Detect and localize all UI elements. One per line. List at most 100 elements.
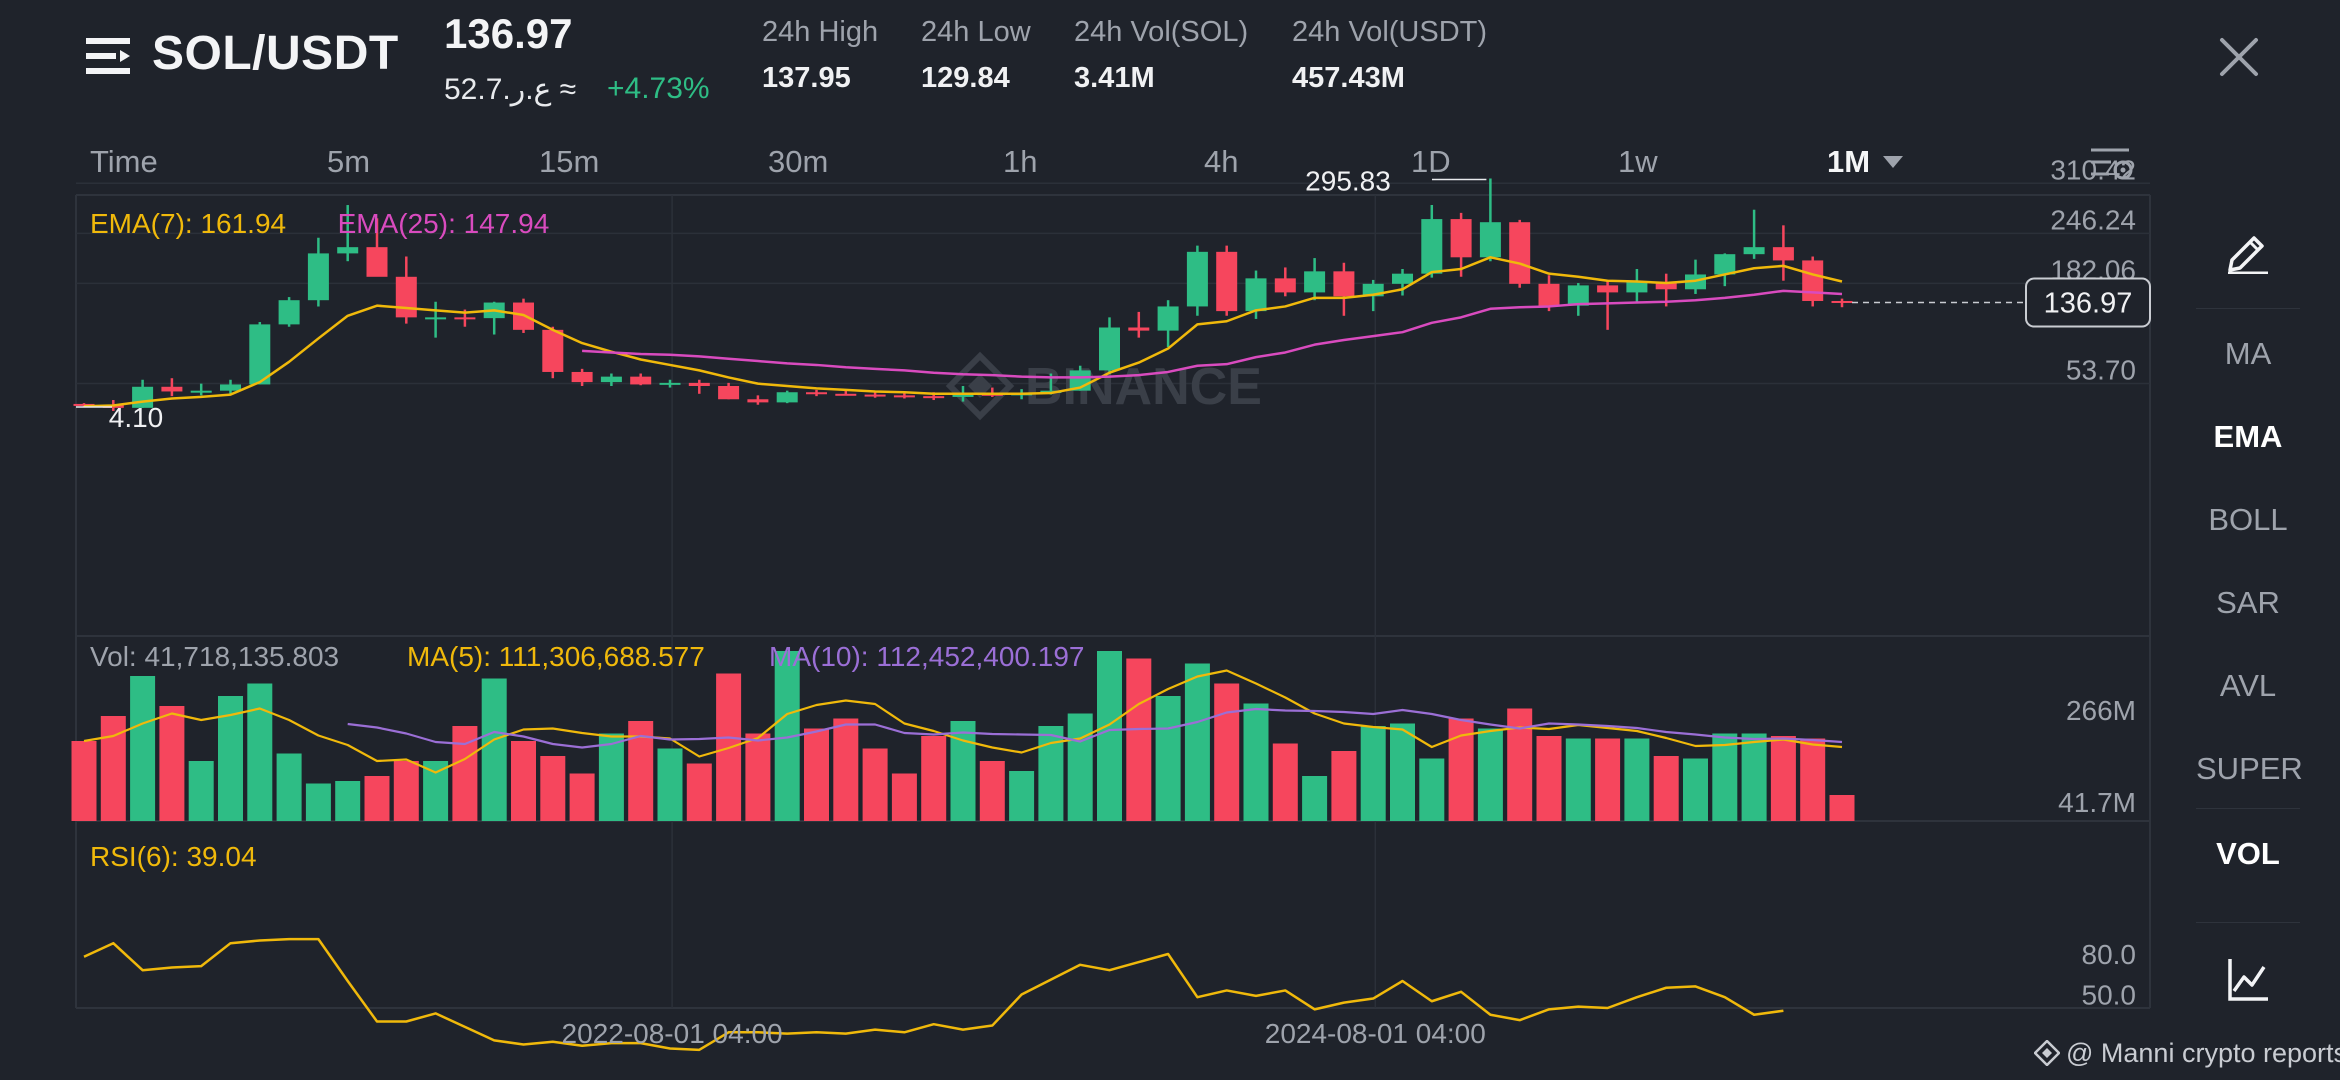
ema-legend-0: EMA(7): 161.94	[90, 208, 286, 239]
rsi-legend: RSI(6): 39.04	[90, 841, 257, 872]
candle-body	[659, 382, 681, 385]
indicator-super[interactable]: SUPER	[2196, 751, 2303, 786]
stat-24h-vol-usdt-label: 24h Vol(USDT)	[1292, 16, 1488, 48]
volume-bar	[130, 676, 156, 821]
stat-24h-high-value: 137.95	[762, 62, 851, 94]
candle-body	[1831, 300, 1853, 303]
candle-body	[366, 247, 388, 277]
volume-bar	[71, 741, 97, 821]
volume-ma10-line	[347, 707, 1843, 749]
svg-text:BINANCE: BINANCE	[1025, 358, 1262, 416]
chart-settings-icon[interactable]	[2089, 144, 2135, 184]
volume-bar	[686, 763, 712, 821]
tf-1m-selected[interactable]: 1M	[1827, 144, 1871, 179]
last-price: 136.97	[444, 10, 573, 57]
volume-legend-1: MA(5): 111,306,688.577	[407, 641, 705, 672]
rsi-axis-label: 50.0	[2082, 980, 2137, 1011]
tf-4h[interactable]: 4h	[1204, 144, 1239, 179]
tf-1w[interactable]: 1w	[1618, 144, 1658, 179]
line-chart-icon[interactable]	[2224, 955, 2272, 1003]
volume-legend-2: MA(10): 112,452,400.197	[769, 641, 1084, 672]
tf-1d[interactable]: 1D	[1411, 144, 1451, 179]
tf-time[interactable]: Time	[90, 144, 158, 179]
volume-bar	[1741, 733, 1767, 821]
menu-icon[interactable]	[86, 34, 132, 80]
last-price-box	[2025, 277, 2151, 328]
stat-24h-low-value: 129.84	[921, 62, 1010, 94]
stat-24h-vol-usdt-value: 457.43M	[1292, 62, 1405, 94]
volume-bar	[1184, 663, 1210, 821]
fiat-equivalent: 52.7.ع.ر ≈	[444, 73, 577, 106]
candle-body	[600, 376, 622, 383]
tf-15m[interactable]: 15m	[539, 144, 600, 179]
volume-bar	[188, 761, 214, 821]
indicator-vol[interactable]: VOL	[2216, 836, 2280, 871]
chart[interactable]: BINANCE 310.42246.24182.0653.70266M41.7M…	[0, 0, 2180, 1080]
candle-body	[337, 247, 359, 254]
volume-bar	[1477, 728, 1503, 821]
tf-5m[interactable]: 5m	[327, 144, 371, 179]
candle-body	[161, 386, 183, 392]
chevron-down-icon[interactable]	[1883, 156, 1903, 170]
volume-ma5-line	[83, 669, 1843, 774]
stat-24h-vol-sol-label: 24h Vol(SOL)	[1074, 16, 1249, 48]
draw-pen-icon[interactable]	[2224, 226, 2272, 274]
high-price-label: 295.83	[1305, 166, 1391, 197]
indicator-sar[interactable]: SAR	[2216, 585, 2280, 620]
price-change: +4.73%	[607, 72, 710, 105]
candle-body	[1392, 273, 1413, 284]
volume-axis-label: 41.7M	[2058, 787, 2136, 818]
candle-body	[630, 376, 652, 385]
volume-legend-0: Vol: 41,718,135.803	[90, 641, 339, 672]
last-price-label: 136.97	[2044, 288, 2133, 320]
candle-body	[1099, 327, 1120, 371]
candle-body	[1128, 327, 1150, 331]
volume-bar	[833, 718, 859, 821]
volume-bar	[364, 776, 390, 821]
volume-bar	[1507, 708, 1533, 821]
candle-body	[1245, 278, 1267, 312]
stat-24h-low-label: 24h Low	[921, 16, 1031, 48]
volume-bar	[1624, 738, 1650, 821]
tf-1h[interactable]: 1h	[1003, 144, 1038, 179]
candle-body	[806, 392, 827, 395]
indicator-boll[interactable]: BOLL	[2208, 502, 2288, 537]
candle-body	[1538, 283, 1560, 306]
volume-bar	[247, 683, 273, 821]
close-icon[interactable]	[2216, 34, 2262, 80]
candle-body	[1421, 219, 1443, 274]
stat-24h-high-label: 24h High	[762, 16, 879, 48]
candle-body	[1714, 254, 1736, 275]
volume-bar	[276, 753, 302, 821]
volume-bar	[1067, 713, 1093, 821]
candle-body	[307, 253, 329, 301]
indicator-ema[interactable]: EMA	[2213, 419, 2283, 454]
candle-body	[747, 399, 769, 403]
candle-body	[1743, 247, 1765, 255]
candle-body	[1772, 247, 1794, 261]
volume-bar	[1595, 738, 1621, 821]
volume-bar	[862, 748, 888, 821]
volume-bar	[921, 736, 947, 821]
volume-bar	[979, 761, 1005, 821]
indicator-ma[interactable]: MA	[2224, 336, 2272, 371]
candle-body	[1216, 251, 1238, 312]
volume-bar	[745, 733, 771, 821]
indicator-avl[interactable]: AVL	[2219, 668, 2277, 703]
diamond-logo-icon	[2034, 1040, 2060, 1066]
candle-body	[923, 396, 945, 399]
candle-body	[1567, 285, 1589, 306]
volume-bar	[1565, 738, 1591, 821]
candle-body	[1626, 282, 1648, 293]
candle-body	[1333, 271, 1355, 297]
pair-title[interactable]: SOL/USDT	[152, 27, 399, 80]
volume-bar	[1829, 795, 1855, 821]
candle-body	[1274, 278, 1296, 293]
candle-body	[220, 384, 241, 391]
volume-bar	[1712, 733, 1738, 821]
tf-30m[interactable]: 30m	[768, 144, 829, 179]
candle-body	[1304, 271, 1326, 293]
rsi-axis-label: 80.0	[2082, 939, 2137, 970]
volume-bar	[1302, 776, 1328, 821]
volume-bar	[1800, 738, 1826, 821]
